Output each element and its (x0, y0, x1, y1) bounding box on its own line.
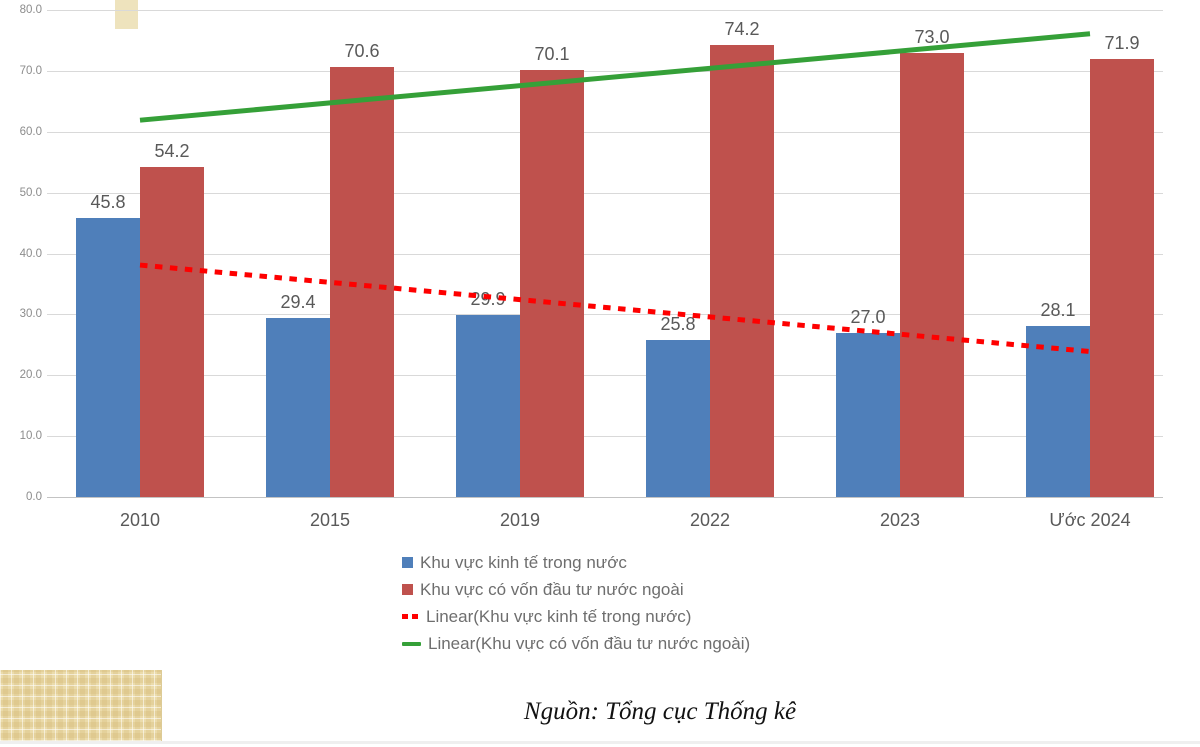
x-axis-line (47, 497, 1163, 498)
bar-value-label: 25.8 (660, 313, 696, 334)
y-gridline (47, 436, 1163, 438)
x-category-label: Ước 2024 (1049, 510, 1131, 530)
legend-item: Linear(Khu vực kinh tế trong nước) (402, 603, 750, 630)
bar-value-label: 29.9 (470, 288, 506, 309)
bar-value-label: 70.6 (344, 41, 380, 62)
decor-beige-block-top (115, 0, 138, 29)
y-gridline (47, 131, 1163, 133)
y-gridline (47, 253, 1163, 255)
legend-item: Linear(Khu vực có vốn đầu tư nước ngoài) (402, 630, 750, 657)
y-tick-label: 40.0 (19, 247, 42, 260)
bar-value-label: 45.8 (90, 192, 126, 213)
bar-domestic (836, 332, 900, 497)
bar-domestic (266, 318, 330, 497)
y-gridline (47, 192, 1163, 194)
bar-value-label: 29.4 (280, 292, 316, 313)
bar-foreign (710, 45, 774, 497)
bar-value-label: 70.1 (534, 44, 570, 65)
x-category-label: 2019 (499, 510, 541, 530)
y-gridline (47, 10, 1163, 11)
y-gridline (47, 375, 1163, 377)
legend-item: Khu vực có vốn đầu tư nước ngoài (402, 576, 750, 603)
bar-value-label: 73.0 (914, 26, 950, 47)
bar-foreign (900, 52, 964, 497)
legend-square-icon (402, 584, 413, 595)
x-category-label: 2010 (119, 510, 161, 530)
bottom-divider (0, 741, 1200, 744)
legend-square-icon (402, 557, 413, 568)
y-tick-label: 60.0 (19, 125, 42, 138)
y-tick-label: 70.0 (19, 64, 42, 77)
y-tick-label: 80.0 (19, 4, 42, 16)
chart-legend: Khu vực kinh tế trong nước Khu vực có vốn… (402, 549, 750, 657)
bar-value-label: 28.1 (1040, 299, 1076, 320)
y-gridline (47, 70, 1163, 72)
bar-domestic (456, 314, 520, 497)
bar-foreign (140, 167, 204, 497)
bar-value-label: 74.2 (724, 19, 760, 40)
bar-foreign (330, 67, 394, 497)
y-tick-label: 10.0 (19, 430, 42, 443)
legend-dashed-line-icon (402, 614, 419, 619)
y-tick-label: 0.0 (26, 491, 42, 503)
y-tick-label: 20.0 (19, 369, 42, 382)
legend-label: Linear(Khu vực kinh tế trong nước) (426, 606, 692, 626)
x-category-label: 2015 (309, 510, 351, 530)
bar-domestic (1026, 325, 1090, 497)
decor-beige-block-bottom (0, 670, 162, 742)
bar-domestic (76, 218, 140, 497)
legend-label: Linear(Khu vực có vốn đầu tư nước ngoài) (428, 633, 751, 653)
bar-domestic (646, 339, 710, 497)
y-tick-label: 50.0 (19, 186, 42, 199)
bar-value-label: 27.0 (850, 306, 886, 327)
x-category-label: 2022 (689, 510, 731, 530)
bar-value-label: 71.9 (1104, 33, 1140, 54)
legend-label: Khu vực kinh tế trong nước (420, 552, 627, 572)
bar-foreign (1090, 59, 1154, 497)
bar-value-label: 54.2 (154, 141, 190, 162)
bar-foreign (520, 70, 584, 497)
source-note: Nguồn: Tổng cục Thống kê (523, 698, 797, 725)
y-tick-label: 30.0 (19, 308, 42, 321)
x-category-label: 2023 (879, 510, 921, 530)
legend-solid-line-icon (402, 641, 421, 646)
legend-item: Khu vực kinh tế trong nước (402, 549, 750, 576)
legend-label: Khu vực có vốn đầu tư nước ngoài (420, 579, 684, 599)
y-gridline (47, 314, 1163, 316)
